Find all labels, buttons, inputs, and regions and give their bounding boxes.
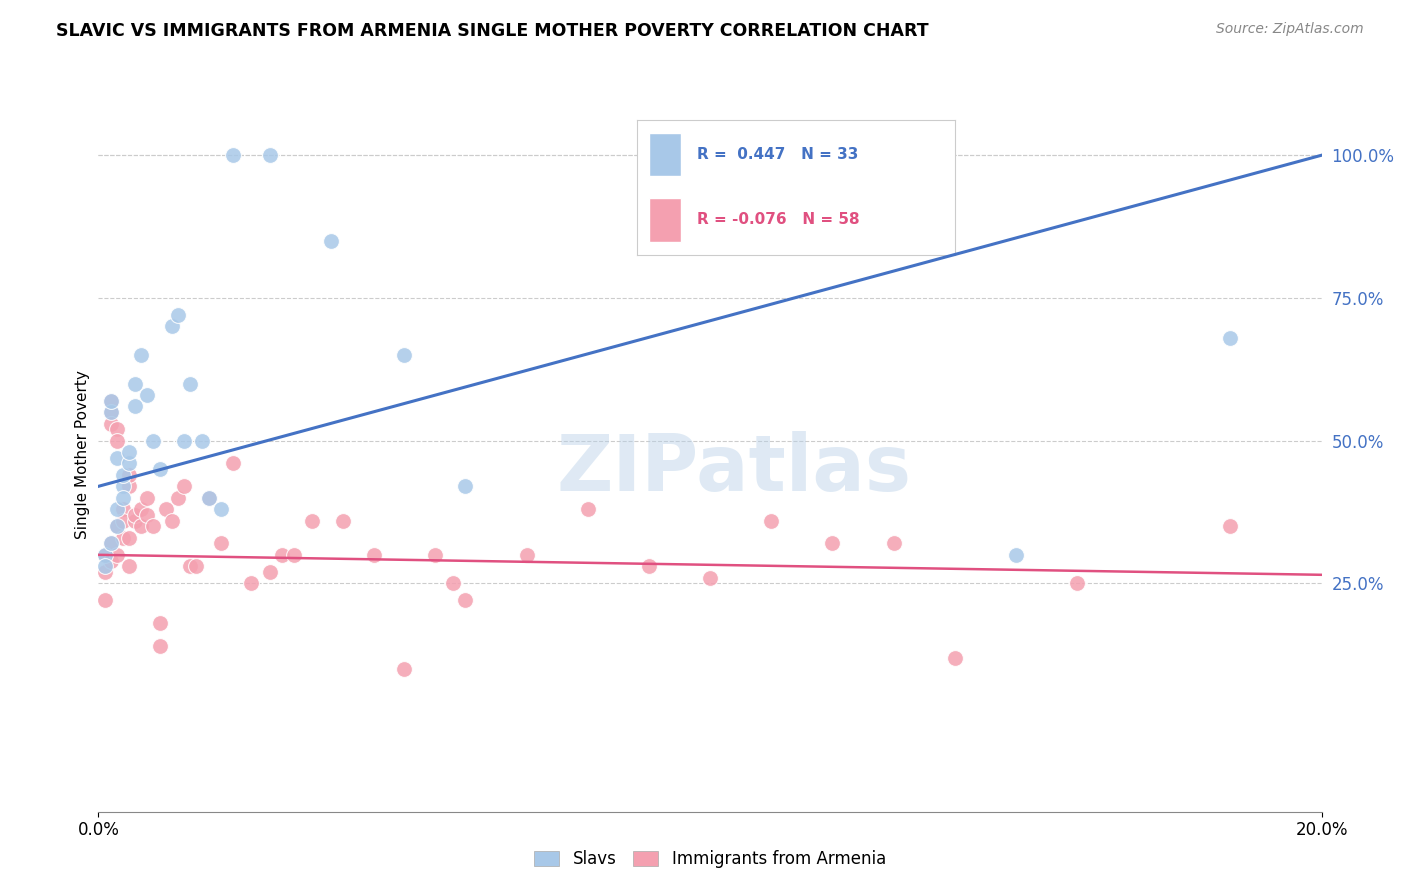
Point — [392, 662, 416, 676]
Point — [118, 457, 141, 471]
Point — [155, 502, 177, 516]
Point — [129, 502, 152, 516]
Point — [179, 376, 201, 391]
Point — [93, 548, 115, 562]
Point — [222, 148, 245, 162]
Text: ZIPatlas: ZIPatlas — [557, 431, 912, 508]
Point — [100, 405, 122, 419]
Point — [222, 457, 245, 471]
Point — [167, 308, 190, 322]
Point — [111, 467, 134, 482]
Point — [93, 593, 115, 607]
Point — [100, 536, 122, 550]
Point — [105, 519, 128, 533]
Point — [105, 502, 128, 516]
Point — [759, 514, 782, 528]
Point — [149, 639, 172, 653]
Point — [191, 434, 214, 448]
Point — [136, 388, 159, 402]
Point — [105, 422, 128, 436]
Point — [93, 548, 115, 562]
Point — [118, 531, 141, 545]
Point — [259, 565, 281, 579]
Point — [363, 548, 385, 562]
Point — [136, 491, 159, 505]
Point — [423, 548, 446, 562]
Point — [118, 479, 141, 493]
Point — [1219, 331, 1241, 345]
Point — [197, 491, 219, 505]
Point — [124, 514, 146, 528]
Point — [100, 536, 122, 550]
Point — [821, 536, 844, 550]
Point — [576, 502, 599, 516]
Point — [136, 508, 159, 522]
Point — [167, 491, 190, 505]
Y-axis label: Single Mother Poverty: Single Mother Poverty — [75, 370, 90, 540]
Point — [441, 576, 464, 591]
Point — [111, 531, 134, 545]
Point — [118, 445, 141, 459]
Point — [240, 576, 263, 591]
Point — [93, 559, 115, 574]
Point — [124, 400, 146, 414]
Point — [100, 405, 122, 419]
Point — [105, 548, 128, 562]
Point — [516, 548, 538, 562]
Point — [100, 417, 122, 431]
Point — [699, 571, 721, 585]
Point — [301, 514, 323, 528]
Text: Source: ZipAtlas.com: Source: ZipAtlas.com — [1216, 22, 1364, 37]
Point — [149, 616, 172, 631]
Point — [270, 548, 292, 562]
Point — [197, 491, 219, 505]
Point — [637, 559, 661, 574]
Point — [129, 348, 152, 362]
Point — [943, 650, 966, 665]
Point — [179, 559, 201, 574]
Point — [332, 514, 354, 528]
Point — [111, 479, 134, 493]
Point — [283, 548, 305, 562]
Point — [111, 491, 134, 505]
Point — [105, 450, 128, 465]
Point — [209, 536, 232, 550]
Point — [319, 234, 342, 248]
Point — [173, 434, 195, 448]
Point — [160, 319, 183, 334]
Point — [259, 148, 281, 162]
Point — [209, 502, 232, 516]
Point — [93, 565, 115, 579]
Point — [454, 479, 477, 493]
Point — [105, 519, 128, 533]
Point — [124, 376, 146, 391]
Point — [129, 519, 152, 533]
Point — [111, 502, 134, 516]
Point — [173, 479, 195, 493]
Point — [105, 434, 128, 448]
Point — [1066, 576, 1088, 591]
Point — [100, 553, 122, 567]
Point — [100, 393, 122, 408]
Point — [392, 348, 416, 362]
Point — [1004, 548, 1026, 562]
Point — [454, 593, 477, 607]
Legend: Slavs, Immigrants from Armenia: Slavs, Immigrants from Armenia — [527, 844, 893, 875]
Point — [160, 514, 183, 528]
Point — [118, 559, 141, 574]
Point — [1219, 519, 1241, 533]
Point — [142, 434, 165, 448]
Point — [111, 514, 134, 528]
Point — [186, 559, 208, 574]
Point — [118, 467, 141, 482]
Point — [142, 519, 165, 533]
Point — [149, 462, 172, 476]
Text: SLAVIC VS IMMIGRANTS FROM ARMENIA SINGLE MOTHER POVERTY CORRELATION CHART: SLAVIC VS IMMIGRANTS FROM ARMENIA SINGLE… — [56, 22, 929, 40]
Point — [883, 536, 905, 550]
Point — [124, 508, 146, 522]
Point — [100, 393, 122, 408]
